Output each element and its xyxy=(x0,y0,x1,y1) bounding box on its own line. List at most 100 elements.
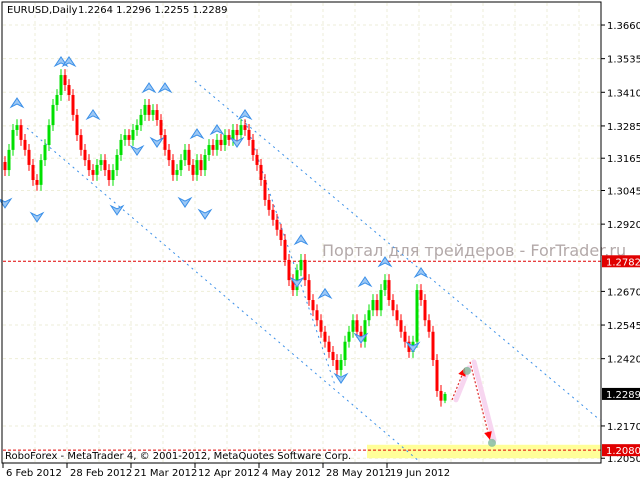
candle-body xyxy=(119,139,123,155)
target-zone-rect xyxy=(367,444,601,459)
fractal-up-arrow-icon xyxy=(357,276,373,288)
candle-body xyxy=(159,120,163,136)
fractal-up-arrow-icon xyxy=(209,124,225,136)
fractal-up-arrow-icon xyxy=(85,108,101,121)
fractal-down-arrow-icon xyxy=(197,208,213,220)
candle-body xyxy=(431,331,435,361)
x-tick-label: 19 Jun 2012 xyxy=(390,468,450,479)
candle-body xyxy=(423,300,427,321)
time-axis[interactable]: 6 Feb 2012 28 Feb 2012 21 Mar 2012 12 Apr 2… xyxy=(2,463,450,479)
fractal-up-arrow-icon xyxy=(293,234,309,246)
candles xyxy=(3,69,447,407)
candle-body xyxy=(35,180,39,185)
candle-body xyxy=(71,94,75,115)
current-price-label-bg xyxy=(602,387,640,400)
y-tick-label: 1.3660 xyxy=(607,21,640,32)
candle-body xyxy=(39,160,43,185)
candle-body xyxy=(135,125,139,130)
candle-body xyxy=(47,125,51,146)
fractal-down-arrow-icon xyxy=(353,332,369,344)
fractal-down-arrow-icon xyxy=(289,276,305,288)
candle-body xyxy=(307,280,311,301)
candle-body xyxy=(347,331,351,342)
candle-body xyxy=(79,135,83,150)
candle-body xyxy=(15,125,19,130)
candle-body xyxy=(275,219,279,230)
fractal-up-arrow-icon xyxy=(237,108,253,121)
candle-body xyxy=(355,320,359,332)
fractal-down-arrow-icon xyxy=(405,341,421,353)
candle-body xyxy=(291,280,295,291)
trend-line xyxy=(26,127,421,463)
candle-body xyxy=(271,209,275,220)
candle-body xyxy=(131,129,135,140)
candle-body xyxy=(323,331,327,342)
price-axis[interactable]: 1.3660 1.3535 1.3410 1.3285 1.3165 1.3045 1.29… xyxy=(601,21,640,465)
y-tick-label: 1.2545 xyxy=(607,321,640,332)
horizontal-levels xyxy=(3,260,601,451)
candle-body xyxy=(435,360,439,391)
candle-body xyxy=(439,390,443,401)
candle-body xyxy=(171,160,175,175)
level-price-label: 1.2080 xyxy=(606,446,640,457)
candle-body xyxy=(427,320,431,332)
y-tick-label: 1.3165 xyxy=(607,154,640,165)
chart-ohlc: 1.2264 1.2296 1.2255 1.2289 xyxy=(78,5,228,16)
candle-body xyxy=(143,104,147,115)
candle-body xyxy=(387,280,391,301)
watermark: Портал для трейдеров - ForTrader.ru xyxy=(322,241,626,260)
candle-body xyxy=(91,170,95,175)
level-price-label: 1.2782 xyxy=(606,257,640,268)
trend-lines xyxy=(26,80,601,463)
candle-body xyxy=(403,331,407,342)
forecast-point xyxy=(488,438,496,447)
forecast-line xyxy=(469,361,491,441)
fractal-up-arrow-icon xyxy=(157,82,173,94)
x-tick-label: 4 May 2012 xyxy=(262,468,321,479)
candle-body xyxy=(167,149,171,161)
trend-line xyxy=(194,80,601,421)
candle-body xyxy=(207,145,211,155)
candle-body xyxy=(87,160,91,171)
current-price-label: 1.2289 xyxy=(606,390,640,401)
candle-body xyxy=(23,139,27,150)
y-tick-label: 1.2050 xyxy=(607,454,640,465)
candle-body xyxy=(55,94,59,105)
fractal-down-arrow-icon xyxy=(177,196,193,208)
fractal-down-arrow-icon xyxy=(129,144,145,157)
candle-body xyxy=(115,154,119,171)
candle-body xyxy=(211,145,215,150)
candle-body xyxy=(407,341,411,352)
forecast-point xyxy=(463,366,471,375)
x-tick-label: 28 May 2012 xyxy=(326,468,391,479)
y-tick-label: 1.3535 xyxy=(607,55,640,66)
fractal-up-arrow-icon xyxy=(413,266,429,279)
candle-body xyxy=(67,85,71,95)
candle-body xyxy=(127,135,131,140)
candle-body xyxy=(399,320,403,332)
candle-body xyxy=(219,139,223,146)
candle-body xyxy=(383,280,387,291)
candle-body xyxy=(371,300,375,311)
candle-body xyxy=(327,341,331,352)
candle-body xyxy=(363,320,367,342)
candle-body xyxy=(391,300,395,311)
candle-body xyxy=(367,310,371,321)
candle-body xyxy=(443,393,447,401)
candle-body xyxy=(255,154,259,165)
y-tick-label: 1.3045 xyxy=(607,187,640,198)
candle-body xyxy=(111,170,115,181)
candle-body xyxy=(151,110,155,115)
candle-body xyxy=(227,135,231,140)
candle-body xyxy=(299,259,303,271)
target-zone xyxy=(367,444,601,459)
fractal-down-arrow-icon xyxy=(229,136,245,148)
fractal-up-arrow-icon xyxy=(141,82,157,94)
candle-body xyxy=(235,129,239,136)
candle-body xyxy=(155,110,159,121)
candle-body xyxy=(3,161,7,171)
fractal-down-arrow-icon xyxy=(333,372,349,384)
trend-line xyxy=(244,119,336,386)
candle-body xyxy=(375,300,379,311)
